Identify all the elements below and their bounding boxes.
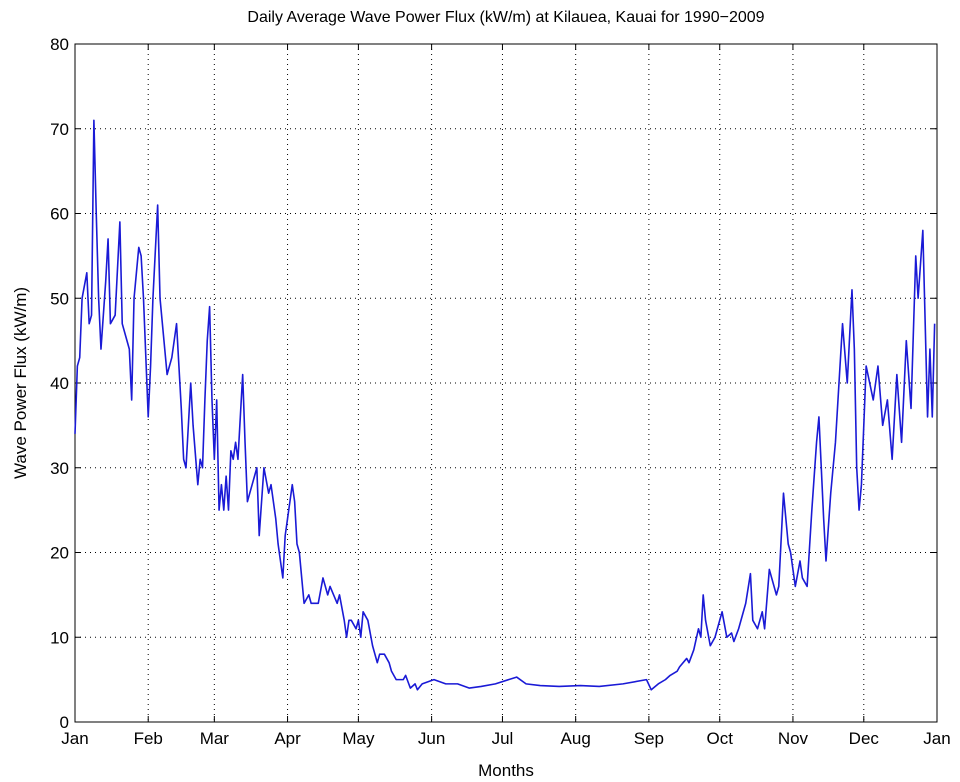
x-tick-label: Mar [200, 729, 230, 748]
y-tick-label: 60 [50, 205, 69, 224]
x-tick-label: Apr [274, 729, 301, 748]
x-tick-label: Oct [707, 729, 734, 748]
y-tick-label: 40 [50, 374, 69, 393]
x-tick-label: Jan [61, 729, 88, 748]
y-tick-label: 10 [50, 628, 69, 647]
x-tick-label: Aug [561, 729, 591, 748]
y-axis-label: Wave Power Flux (kW/m) [11, 287, 30, 479]
chart-title: Daily Average Wave Power Flux (kW/m) at … [247, 9, 764, 26]
y-tick-label: 70 [50, 120, 69, 139]
data-line [74, 119, 936, 691]
x-tick-label: Nov [778, 729, 809, 748]
y-tick-label: 80 [50, 35, 69, 54]
x-tick-label: Sep [634, 729, 664, 748]
x-tick-label: Jul [492, 729, 514, 748]
y-tick-label: 50 [50, 289, 69, 308]
x-tick-label: Jun [418, 729, 445, 748]
x-tick-label: May [342, 729, 375, 748]
x-tick-label: Feb [134, 729, 163, 748]
x-axis-label: Months [478, 761, 534, 780]
y-tick-label: 30 [50, 459, 69, 478]
x-tick-label: Jan [923, 729, 950, 748]
plot-frame [74, 43, 938, 723]
y-tick-label: 0 [60, 713, 69, 732]
y-tick-label: 20 [50, 544, 69, 563]
x-tick-label: Dec [849, 729, 880, 748]
